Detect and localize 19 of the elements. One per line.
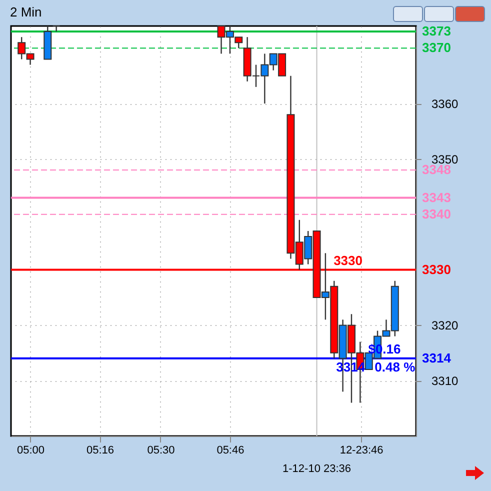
- text: 1-12-10 23:36: [282, 463, 352, 475]
- ref-line-label: 3314: [422, 350, 452, 366]
- ref-line-label: 3330: [422, 262, 451, 277]
- y-tick-label: 3320: [432, 318, 459, 333]
- x-tick-label: 05:46: [216, 444, 244, 456]
- candlestick: [52, 25, 60, 32]
- ref-line-label: 3340: [422, 206, 451, 222]
- x-tick-label: 05:16: [86, 444, 114, 456]
- y-tick-label: 3310: [432, 374, 459, 388]
- x-tick-label: 12-23:46: [340, 444, 384, 456]
- ref-line-label: 3373: [422, 24, 451, 39]
- ref-line-label: 3343: [422, 190, 451, 205]
- y-tick-label: 3360: [432, 97, 459, 112]
- annotation: 3330: [334, 252, 362, 268]
- chart-title: 2 Min: [10, 4, 42, 20]
- x-tick-label: 05:00: [17, 444, 45, 456]
- x-tick-label: 05:30: [147, 444, 175, 456]
- annotation: 0.48 %: [374, 359, 416, 374]
- ref-line-label: 3370: [422, 40, 451, 56]
